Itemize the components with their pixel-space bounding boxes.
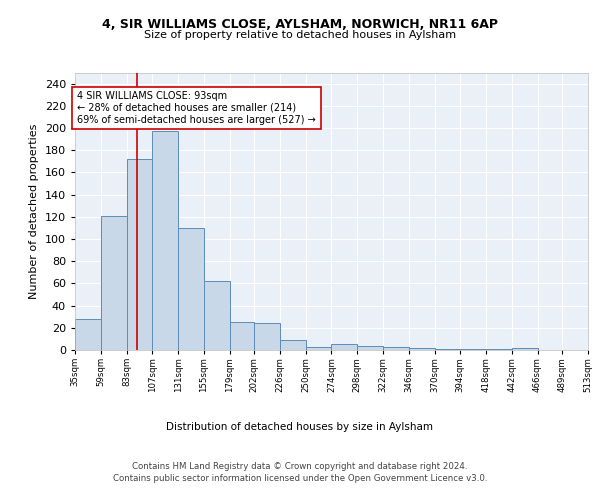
Text: Distribution of detached houses by size in Aylsham: Distribution of detached houses by size …: [167, 422, 433, 432]
Text: 4 SIR WILLIAMS CLOSE: 93sqm
← 28% of detached houses are smaller (214)
69% of se: 4 SIR WILLIAMS CLOSE: 93sqm ← 28% of det…: [77, 92, 316, 124]
Bar: [434, 349, 460, 350]
Bar: [152, 132, 178, 350]
Bar: [486, 349, 512, 350]
Text: Contains HM Land Registry data © Crown copyright and database right 2024.
Contai: Contains HM Land Registry data © Crown c…: [113, 462, 487, 483]
Bar: [409, 348, 434, 350]
Bar: [460, 349, 486, 350]
Bar: [204, 281, 230, 350]
Bar: [230, 322, 254, 350]
Bar: [178, 228, 204, 350]
Bar: [101, 216, 127, 350]
Bar: [331, 344, 357, 350]
Text: Size of property relative to detached houses in Aylsham: Size of property relative to detached ho…: [144, 30, 456, 40]
Y-axis label: Number of detached properties: Number of detached properties: [29, 124, 39, 299]
Bar: [254, 324, 280, 350]
Bar: [357, 346, 383, 350]
Bar: [512, 348, 538, 350]
Bar: [75, 319, 101, 350]
Bar: [306, 346, 331, 350]
Bar: [127, 159, 152, 350]
Bar: [280, 340, 306, 350]
Bar: [383, 346, 409, 350]
Text: 4, SIR WILLIAMS CLOSE, AYLSHAM, NORWICH, NR11 6AP: 4, SIR WILLIAMS CLOSE, AYLSHAM, NORWICH,…: [102, 18, 498, 30]
